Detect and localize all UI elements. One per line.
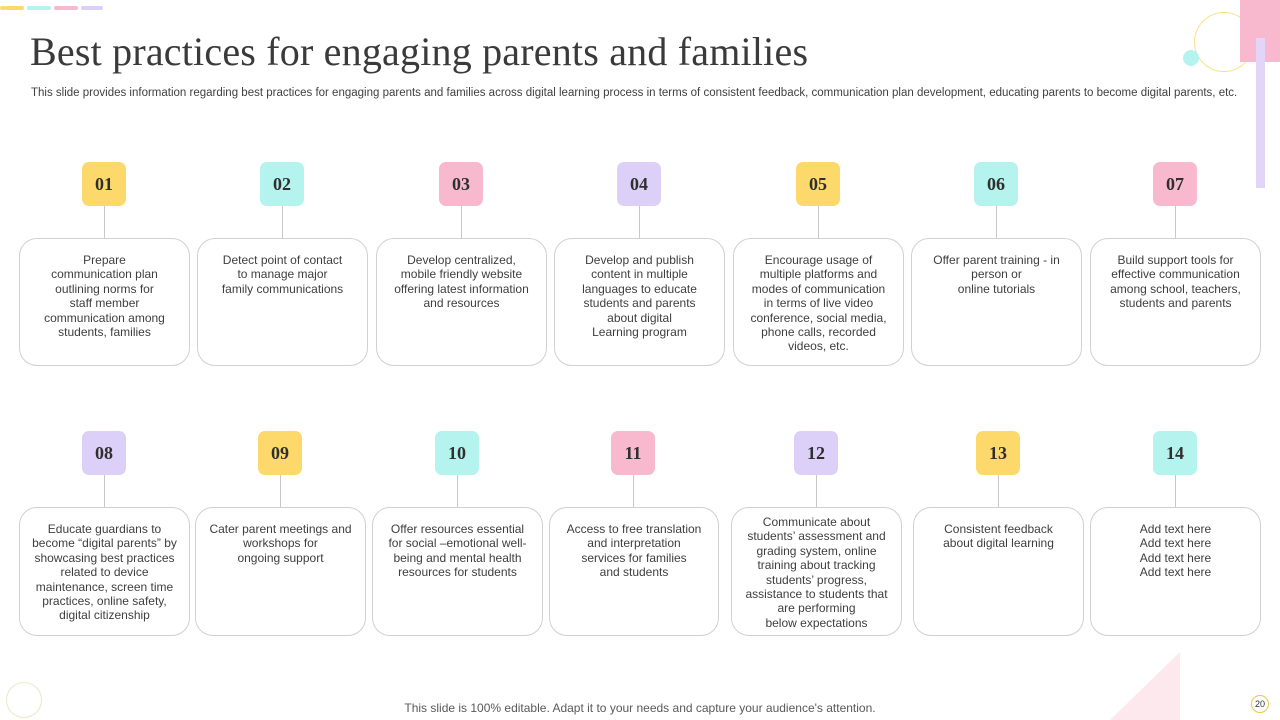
practice-card: Develop centralized, mobile friendly web… <box>376 238 547 366</box>
practice-card: Cater parent meetings and workshops for … <box>195 507 366 636</box>
connector-line <box>1175 206 1176 238</box>
page-number: 20 <box>1251 695 1269 713</box>
practice-card: Consistent feedback about digital learni… <box>913 507 1084 636</box>
slide-subtitle: This slide provides information regardin… <box>31 87 1238 99</box>
practice-card: Detect point of contact to manage major … <box>197 238 368 366</box>
step-number-badge: 05 <box>796 162 840 206</box>
step-number-badge: 02 <box>260 162 304 206</box>
step-number-badge: 12 <box>794 431 838 475</box>
step-number-badge: 11 <box>611 431 655 475</box>
practice-card: Build support tools for effective commun… <box>1090 238 1261 366</box>
practice-card: Develop and publish content in multiple … <box>554 238 725 366</box>
step-number-badge: 08 <box>82 431 126 475</box>
practice-card: Offer parent training - in person or onl… <box>911 238 1082 366</box>
step-number-badge: 10 <box>435 431 479 475</box>
connector-line <box>818 206 819 238</box>
deco-aqua-dot <box>1183 50 1199 66</box>
step-number-badge: 06 <box>974 162 1018 206</box>
connector-line <box>639 206 640 238</box>
slide-title: Best practices for engaging parents and … <box>30 29 809 74</box>
step-number-badge: 14 <box>1153 431 1197 475</box>
connector-line <box>457 475 458 507</box>
deco-bottom-left-circle <box>6 682 42 718</box>
accent-bar-yellow <box>0 6 24 10</box>
practice-card: Prepare communication plan outlining nor… <box>19 238 190 366</box>
connector-line <box>104 206 105 238</box>
step-number-badge: 13 <box>976 431 1020 475</box>
step-number-badge: 03 <box>439 162 483 206</box>
connector-line <box>282 206 283 238</box>
step-number-badge: 04 <box>617 162 661 206</box>
connector-line <box>998 475 999 507</box>
practice-card: Communicate about students’ assessment a… <box>731 507 902 636</box>
connector-line <box>996 206 997 238</box>
connector-line <box>104 475 105 507</box>
accent-bar-pink <box>54 6 78 10</box>
connector-line <box>633 475 634 507</box>
connector-line <box>280 475 281 507</box>
connector-line <box>461 206 462 238</box>
connector-line <box>816 475 817 507</box>
step-number-badge: 09 <box>258 431 302 475</box>
connector-line <box>1175 475 1176 507</box>
practice-card: Educate guardians to become “digital par… <box>19 507 190 636</box>
practice-card: Offer resources essential for social –em… <box>372 507 543 636</box>
practice-card: Encourage usage of multiple platforms an… <box>733 238 904 366</box>
step-number-badge: 01 <box>82 162 126 206</box>
accent-bar-aqua <box>27 6 51 10</box>
practice-card: Add text here Add text here Add text her… <box>1090 507 1261 636</box>
accent-bar-lavender <box>81 6 103 10</box>
footer-note: This slide is 100% editable. Adapt it to… <box>404 701 876 715</box>
deco-lavender-bar <box>1256 38 1265 188</box>
practice-card: Access to free translation and interpret… <box>549 507 719 636</box>
step-number-badge: 07 <box>1153 162 1197 206</box>
